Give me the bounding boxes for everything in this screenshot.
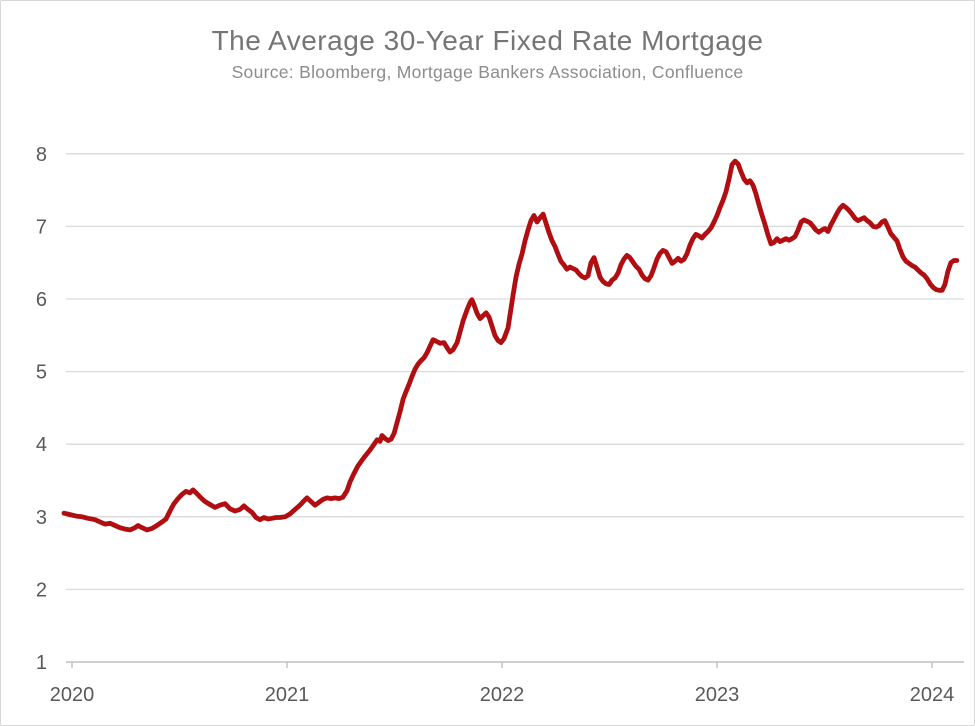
y-tick-label: 1 (36, 652, 47, 674)
x-tick-label: 2020 (50, 684, 95, 706)
y-tick-label: 5 (36, 362, 47, 384)
x-tick-label: 2021 (265, 684, 310, 706)
y-tick-label: 4 (36, 434, 47, 456)
x-tick-label: 2022 (480, 684, 525, 706)
y-tick-label: 3 (36, 507, 47, 529)
x-tick-label: 2023 (695, 684, 740, 706)
x-tick-label: 2024 (910, 684, 955, 706)
chart-title: The Average 30-Year Fixed Rate Mortgage (211, 25, 764, 56)
y-tick-label: 6 (36, 289, 47, 311)
rate-line-series (61, 158, 960, 533)
y-tick-label: 8 (36, 144, 47, 166)
y-tick-label: 2 (36, 579, 47, 601)
chart-subtitle: Source: Bloomberg, Mortgage Bankers Asso… (231, 62, 744, 82)
y-tick-label: 7 (36, 216, 47, 238)
